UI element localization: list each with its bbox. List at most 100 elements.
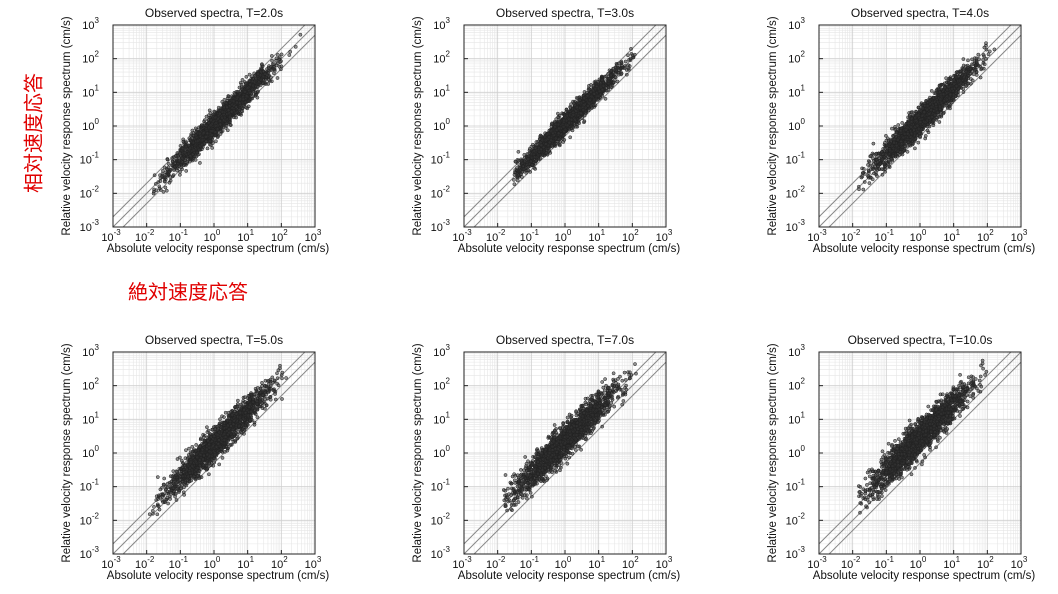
data-point [158, 188, 163, 192]
data-point [261, 69, 266, 74]
data-point [612, 80, 616, 85]
x-tick-label: 101 [237, 228, 254, 244]
data-point [240, 105, 245, 110]
data-point [628, 56, 633, 61]
data-point [583, 110, 588, 115]
data-point [163, 179, 167, 184]
data-point [188, 146, 193, 150]
data-point [593, 103, 598, 108]
data-point [929, 89, 934, 93]
y-tick-label: 102 [82, 50, 99, 66]
data-point [197, 147, 201, 152]
data-point [587, 101, 592, 106]
data-point [606, 76, 611, 81]
data-point [279, 67, 283, 72]
data-point [525, 152, 530, 156]
data-point [565, 123, 570, 128]
data-point [245, 86, 250, 91]
data-point [235, 100, 239, 105]
data-point [213, 115, 218, 120]
data-point [512, 172, 517, 177]
data-point [164, 172, 169, 177]
scatter-series [856, 41, 997, 192]
data-point [193, 133, 198, 138]
data-point [562, 118, 566, 123]
scatter-series [512, 47, 637, 187]
data-point [875, 174, 879, 178]
data-point [586, 88, 591, 92]
data-point [961, 90, 966, 94]
data-point [533, 167, 538, 171]
data-point [556, 111, 560, 116]
data-point [287, 53, 292, 57]
data-point [208, 142, 212, 147]
data-point [225, 128, 230, 133]
x-tick-label: 10-2 [135, 228, 155, 244]
data-point [526, 157, 531, 161]
data-point [520, 161, 525, 165]
data-point [293, 44, 298, 49]
data-point [188, 154, 193, 159]
data-point [598, 81, 603, 86]
data-point [569, 126, 574, 131]
data-point [574, 105, 579, 110]
data-point [158, 173, 162, 178]
data-point [594, 84, 599, 89]
data-point [866, 171, 871, 175]
data-point [581, 103, 586, 108]
data-point [208, 123, 213, 128]
data-point [254, 76, 259, 81]
data-point [513, 159, 518, 164]
data-point [200, 138, 205, 142]
y-tick-label: 10-2 [80, 184, 100, 200]
data-point [569, 117, 574, 122]
data-point [539, 143, 544, 147]
data-point [247, 90, 252, 95]
data-point [224, 121, 229, 126]
data-point [516, 149, 521, 154]
data-point [532, 149, 536, 154]
data-point [571, 112, 576, 117]
x-tick-label: 100 [555, 228, 572, 244]
data-point [210, 146, 215, 150]
data-point [533, 159, 538, 163]
data-point [557, 126, 561, 131]
y-tick-label: 10-1 [431, 151, 451, 167]
data-point [911, 141, 915, 146]
data-point [172, 168, 176, 172]
y-tick-label: 100 [433, 117, 450, 133]
data-point [203, 135, 208, 139]
data-point [195, 139, 200, 144]
data-point [246, 99, 251, 103]
data-point [200, 147, 204, 152]
data-point [213, 130, 218, 135]
y-tick-label: 100 [82, 117, 99, 133]
data-point [624, 72, 629, 77]
data-point [227, 115, 232, 119]
data-point [245, 106, 250, 111]
data-point [181, 137, 186, 142]
data-point [905, 149, 910, 154]
data-point [244, 74, 249, 79]
data-point [561, 125, 566, 129]
data-point [623, 65, 627, 70]
x-tick-label: 10-1 [169, 228, 189, 244]
data-point [515, 175, 520, 180]
data-point [240, 78, 245, 82]
data-point [193, 130, 198, 135]
data-point [257, 80, 261, 85]
data-point [270, 58, 274, 63]
data-point [274, 56, 279, 61]
data-point [596, 94, 601, 98]
data-point [626, 66, 631, 71]
data-point [577, 98, 582, 102]
data-point [178, 169, 182, 174]
data-point [970, 62, 974, 67]
data-point [226, 94, 231, 98]
data-point [272, 62, 276, 66]
data-point [269, 54, 274, 58]
data-point [185, 159, 189, 164]
data-point [193, 158, 198, 162]
data-point [553, 136, 558, 141]
